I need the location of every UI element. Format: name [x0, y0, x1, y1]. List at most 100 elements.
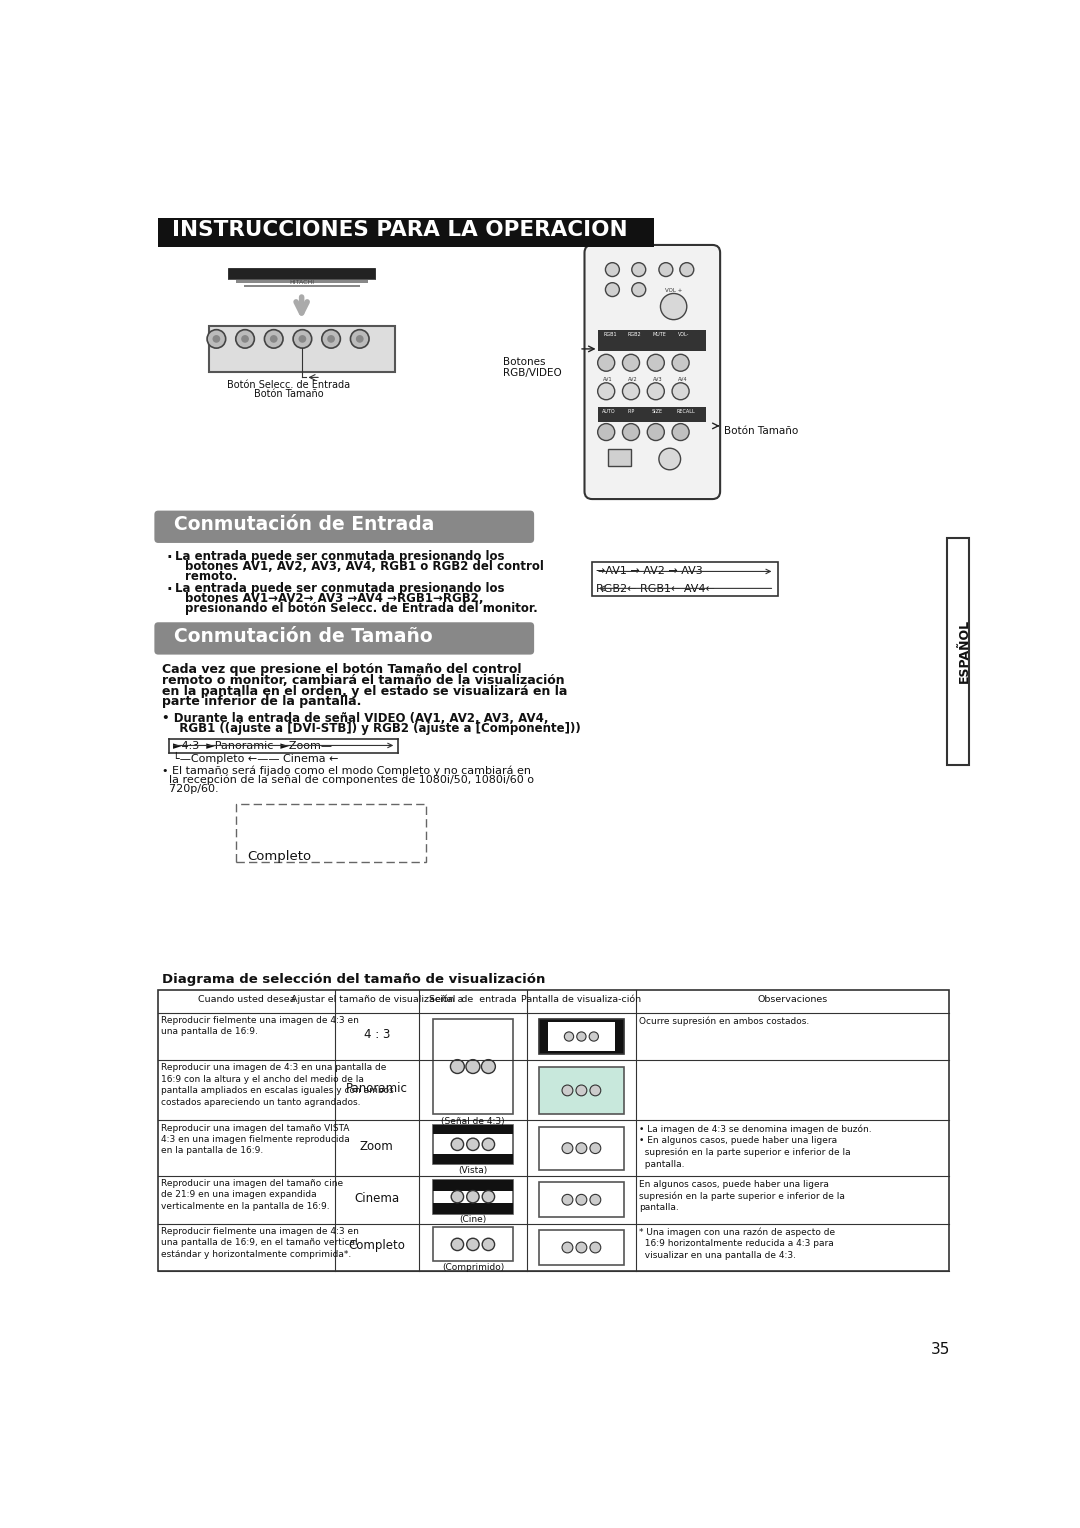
- Text: AV2: AV2: [627, 377, 637, 382]
- Bar: [539, 1126, 624, 1170]
- Text: Botón Tamaño: Botón Tamaño: [254, 390, 323, 399]
- Text: (Cine): (Cine): [459, 1215, 486, 1224]
- Text: ·: ·: [166, 582, 172, 597]
- Bar: [433, 1203, 513, 1213]
- Circle shape: [659, 263, 673, 277]
- Circle shape: [590, 1242, 600, 1253]
- FancyBboxPatch shape: [154, 622, 535, 654]
- Text: botones AV1→AV2→ AV3 →AV4 →RGB1→RGB2,: botones AV1→AV2→ AV3 →AV4 →RGB1→RGB2,: [185, 593, 483, 605]
- Text: Panoramic: Panoramic: [346, 1082, 408, 1096]
- Text: Reproducir fielmente una imagen de 4:3 en
una pantalla de 16:9, en el tamaño ver: Reproducir fielmente una imagen de 4:3 e…: [161, 1227, 360, 1259]
- Text: Botones
RGB/VIDEO: Botones RGB/VIDEO: [503, 356, 562, 379]
- Text: remoto o monitor, cambiará el tamaño de la visualización: remoto o monitor, cambiará el tamaño de …: [162, 674, 565, 688]
- Text: en la pantalla en el orden, y el estado se visualizará en la: en la pantalla en el orden, y el estado …: [162, 685, 567, 698]
- Bar: [598, 330, 706, 351]
- Text: Señal  de  entrada: Señal de entrada: [429, 995, 516, 1004]
- Bar: [433, 1125, 513, 1163]
- Text: la recepción de la señal de componentes de 1080i/50, 1080i/60 o: la recepción de la señal de componentes …: [162, 775, 535, 785]
- Bar: [433, 1180, 513, 1213]
- Bar: [947, 538, 969, 764]
- Circle shape: [565, 1031, 573, 1041]
- Circle shape: [451, 1138, 463, 1151]
- Circle shape: [577, 1031, 586, 1041]
- Bar: [539, 1230, 624, 1265]
- Circle shape: [647, 423, 664, 440]
- Circle shape: [590, 1143, 600, 1154]
- Circle shape: [647, 354, 664, 371]
- Text: Cada vez que presione el botón Tamaño del control: Cada vez que presione el botón Tamaño de…: [162, 663, 522, 675]
- Text: parte inferior de la pantalla.: parte inferior de la pantalla.: [162, 695, 362, 709]
- Circle shape: [350, 330, 369, 348]
- Circle shape: [482, 1059, 496, 1074]
- Circle shape: [213, 335, 220, 342]
- Circle shape: [270, 335, 278, 342]
- Text: └—Completo ←—— Cinema ←: └—Completo ←—— Cinema ←: [173, 752, 338, 764]
- Text: RECALL: RECALL: [677, 410, 696, 414]
- Bar: [539, 1183, 624, 1218]
- Circle shape: [590, 1195, 600, 1206]
- Bar: [228, 267, 375, 278]
- Bar: [433, 1227, 513, 1261]
- Text: Conmutación de Entrada: Conmutación de Entrada: [174, 515, 434, 535]
- Text: Completo: Completo: [247, 850, 311, 863]
- Circle shape: [265, 330, 283, 348]
- Circle shape: [622, 423, 639, 440]
- Text: 720p/60.: 720p/60.: [162, 784, 219, 795]
- Bar: [243, 286, 360, 287]
- Text: Reproducir una imagen de 4:3 en una pantalla de
16:9 con la altura y el ancho de: Reproducir una imagen de 4:3 en una pant…: [161, 1063, 394, 1106]
- Text: remoto.: remoto.: [185, 570, 237, 582]
- Text: SIZE: SIZE: [652, 410, 663, 414]
- Bar: [159, 219, 654, 248]
- Text: Reproducir una imagen del tamaño cine
de 21:9 en una imagen expandida
verticalme: Reproducir una imagen del tamaño cine de…: [161, 1180, 343, 1210]
- Circle shape: [672, 423, 689, 440]
- Circle shape: [647, 384, 664, 400]
- Circle shape: [679, 263, 693, 277]
- Circle shape: [606, 283, 619, 296]
- Text: RGB2: RGB2: [627, 332, 642, 338]
- Text: La entrada puede ser conmutada presionando los: La entrada puede ser conmutada presionan…: [175, 582, 504, 596]
- Circle shape: [562, 1085, 572, 1096]
- Circle shape: [322, 330, 340, 348]
- Circle shape: [482, 1190, 495, 1203]
- Circle shape: [562, 1195, 572, 1206]
- Circle shape: [606, 263, 619, 277]
- Circle shape: [482, 1238, 495, 1250]
- Bar: [592, 562, 779, 596]
- Circle shape: [467, 1238, 480, 1250]
- Circle shape: [590, 1031, 598, 1041]
- Circle shape: [661, 293, 687, 319]
- Circle shape: [356, 335, 364, 342]
- Text: →AV1 → AV2 → AV3—: →AV1 → AV2 → AV3—: [596, 565, 714, 576]
- Circle shape: [576, 1242, 586, 1253]
- Text: presionando el botón Selecc. de Entrada del monitor.: presionando el botón Selecc. de Entrada …: [185, 602, 538, 616]
- Text: INSTRUCCIONES PARA LA OPERACION: INSTRUCCIONES PARA LA OPERACION: [172, 220, 627, 240]
- Text: ·: ·: [166, 550, 172, 565]
- Circle shape: [241, 335, 248, 342]
- Bar: [159, 990, 948, 1271]
- Bar: [539, 1067, 624, 1114]
- Text: La entrada puede ser conmutada presionando los: La entrada puede ser conmutada presionan…: [175, 550, 504, 562]
- Text: 35: 35: [931, 1342, 950, 1357]
- Text: (Señal de 4:3): (Señal de 4:3): [441, 1117, 504, 1126]
- Text: ESPAÑOL: ESPAÑOL: [958, 619, 971, 683]
- Circle shape: [482, 1138, 495, 1151]
- Circle shape: [597, 384, 615, 400]
- Bar: [598, 406, 706, 422]
- Text: RGB2← RGB1← AV4←: RGB2← RGB1← AV4←: [596, 584, 715, 594]
- Bar: [235, 280, 367, 283]
- Text: Conmutación de Tamaño: Conmutación de Tamaño: [174, 626, 432, 646]
- Text: Cinema: Cinema: [354, 1192, 400, 1204]
- Text: AV3: AV3: [652, 377, 662, 382]
- Bar: [228, 278, 375, 280]
- Circle shape: [576, 1085, 586, 1096]
- Circle shape: [298, 335, 307, 342]
- Bar: [433, 1180, 513, 1190]
- Text: MUTE: MUTE: [652, 332, 666, 338]
- Text: Zoom: Zoom: [360, 1140, 394, 1154]
- Circle shape: [576, 1195, 586, 1206]
- Circle shape: [597, 354, 615, 371]
- Text: • Durante la entrada de señal VIDEO (AV1, AV2, AV3, AV4,: • Durante la entrada de señal VIDEO (AV1…: [162, 712, 549, 726]
- Text: * Una imagen con una razón de aspecto de
  16:9 horizontalmente reducida a 4:3 p: * Una imagen con una razón de aspecto de…: [638, 1227, 835, 1261]
- Text: • La imagen de 4:3 se denomina imagen de buzón.
• En algunos casos, puede haber : • La imagen de 4:3 se denomina imagen de…: [638, 1125, 872, 1169]
- Text: • El tamaño será fijado como el modo Completo y no cambiará en: • El tamaño será fijado como el modo Com…: [162, 766, 531, 776]
